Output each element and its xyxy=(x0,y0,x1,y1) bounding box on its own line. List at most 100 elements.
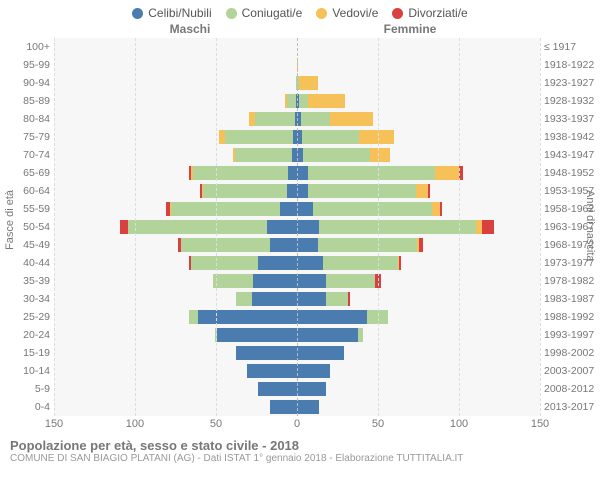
segment xyxy=(359,130,395,144)
female-half xyxy=(297,218,540,236)
segment xyxy=(330,112,374,126)
female-bar xyxy=(297,328,423,342)
male-half xyxy=(54,56,297,74)
x-tick: 100 xyxy=(126,418,144,430)
female-half xyxy=(297,128,540,146)
female-bar xyxy=(297,256,456,270)
legend-item: Coniugati/e xyxy=(226,6,303,20)
x-tick: 50 xyxy=(372,418,384,430)
male-bar xyxy=(176,346,298,360)
birth-label: 1963-1967 xyxy=(544,218,600,236)
x-tick: 50 xyxy=(210,418,222,430)
legend-swatch xyxy=(226,8,237,19)
legend-item: Celibi/Nubili xyxy=(132,6,211,20)
male-bar xyxy=(156,328,297,342)
male-half xyxy=(54,146,297,164)
chart-title: Popolazione per età, sesso e stato civil… xyxy=(0,436,600,453)
birth-label: 1993-1997 xyxy=(544,326,600,344)
male-half xyxy=(54,308,297,326)
female-bar xyxy=(297,220,516,234)
x-tick: 150 xyxy=(531,418,549,430)
birth-label: 1983-1987 xyxy=(544,290,600,308)
segment xyxy=(432,202,440,216)
gender-labels: Maschi Femmine xyxy=(0,22,600,38)
male-half xyxy=(54,128,297,146)
age-label: 40-44 xyxy=(0,254,50,272)
segment xyxy=(287,184,297,198)
segment xyxy=(193,166,288,180)
female-bar xyxy=(297,274,440,288)
female-bar xyxy=(297,364,386,378)
segment xyxy=(191,256,258,270)
female-bar xyxy=(297,130,451,144)
segment xyxy=(399,256,401,270)
male-half xyxy=(54,344,297,362)
legend-label: Coniugati/e xyxy=(242,6,303,20)
female-half xyxy=(297,398,540,416)
segment xyxy=(297,400,319,414)
legend-label: Vedovi/e xyxy=(332,6,378,20)
female-bar xyxy=(297,184,477,198)
birth-label: 1988-1992 xyxy=(544,308,600,326)
male-bar xyxy=(188,112,297,126)
male-half xyxy=(54,326,297,344)
segment xyxy=(258,382,297,396)
female-bar xyxy=(297,238,472,252)
age-label: 100+ xyxy=(0,38,50,56)
female-half xyxy=(297,182,540,200)
legend-swatch xyxy=(132,8,143,19)
grid-line xyxy=(378,38,379,416)
age-label: 75-79 xyxy=(0,128,50,146)
female-half xyxy=(297,308,540,326)
legend-item: Divorziati/e xyxy=(392,6,467,20)
segment xyxy=(280,202,297,216)
female-bar xyxy=(297,76,368,90)
age-label: 80-84 xyxy=(0,110,50,128)
male-half xyxy=(54,92,297,110)
segment xyxy=(288,166,297,180)
birth-label: 1943-1947 xyxy=(544,146,600,164)
segment xyxy=(225,130,294,144)
age-label: 45-49 xyxy=(0,236,50,254)
age-label: 50-54 xyxy=(0,218,50,236)
segment xyxy=(270,400,297,414)
female-half xyxy=(297,236,540,254)
male-half xyxy=(54,110,297,128)
male-bar xyxy=(143,184,297,198)
birth-label: 2013-2017 xyxy=(544,398,600,416)
birth-label: 2008-2012 xyxy=(544,380,600,398)
age-label: 85-89 xyxy=(0,92,50,110)
female-half xyxy=(297,380,540,398)
male-half xyxy=(54,362,297,380)
female-bar xyxy=(297,166,498,180)
male-bar xyxy=(159,130,297,144)
segment xyxy=(323,256,397,270)
legend-swatch xyxy=(316,8,327,19)
segment xyxy=(252,292,297,306)
segment xyxy=(326,274,375,288)
birth-label: 1923-1927 xyxy=(544,74,600,92)
female-half xyxy=(297,272,540,290)
segment xyxy=(247,364,297,378)
segment xyxy=(297,166,308,180)
male-half xyxy=(54,290,297,308)
segment xyxy=(440,202,443,216)
legend: Celibi/Nubili Coniugati/e Vedovi/e Divorzia… xyxy=(0,0,600,22)
segment xyxy=(236,346,297,360)
birth-label: 2003-2007 xyxy=(544,362,600,380)
segment xyxy=(299,94,308,108)
birth-label: 1968-1972 xyxy=(544,236,600,254)
legend-item: Vedovi/e xyxy=(316,6,378,20)
segment xyxy=(198,310,297,324)
birth-label: 1948-1952 xyxy=(544,164,600,182)
segment xyxy=(435,166,459,180)
female-half xyxy=(297,254,540,272)
female-bar xyxy=(297,346,404,360)
age-label: 25-29 xyxy=(0,308,50,326)
male-half xyxy=(54,164,297,182)
female-bar xyxy=(297,400,370,414)
birth-label: 1973-1977 xyxy=(544,254,600,272)
age-label: 90-94 xyxy=(0,74,50,92)
segment xyxy=(308,166,435,180)
female-half xyxy=(297,74,540,92)
